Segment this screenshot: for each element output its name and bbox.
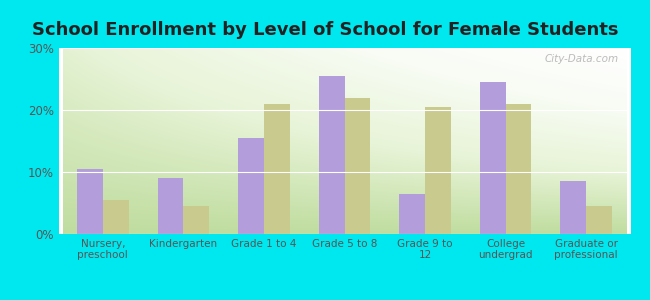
Bar [506,104,532,234]
Bar [480,82,506,234]
Bar [77,169,103,234]
Bar [157,178,183,234]
Bar [318,76,344,234]
Bar [586,206,612,234]
Bar [103,200,129,234]
Text: City-Data.com: City-Data.com [545,54,619,64]
Bar [344,98,370,234]
Bar [425,107,451,234]
Bar [264,104,290,234]
Bar [238,138,264,234]
Bar [183,206,209,234]
Bar [399,194,425,234]
Bar [560,181,586,234]
Text: School Enrollment by Level of School for Female Students: School Enrollment by Level of School for… [32,21,618,39]
